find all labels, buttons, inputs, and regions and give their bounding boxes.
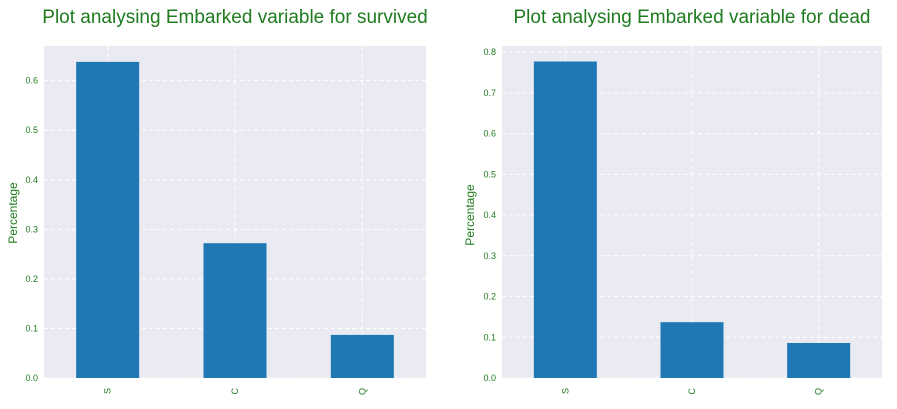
y-tick-label: 0.0 [25, 373, 38, 383]
y-tick-label: 0.1 [25, 323, 38, 333]
x-tick-label: Q [814, 388, 824, 395]
x-tick-label: S [103, 388, 113, 394]
chart-dead: Plot analysing Embarked variable for dea… [463, 7, 882, 395]
y-tick-label: 0.0 [483, 373, 496, 383]
x-tick-label: S [560, 388, 570, 394]
y-tick-label: 0.3 [483, 251, 496, 261]
y-tick-label: 0.5 [25, 125, 38, 135]
x-tick-label: Q [357, 388, 367, 395]
y-tick-label: 0.2 [25, 274, 38, 284]
y-axis-label-survived: Percentage [6, 182, 20, 244]
y-tick-label: 0.4 [25, 175, 38, 185]
bar-c [203, 243, 267, 378]
bar-s [533, 61, 597, 378]
chart-survived: Plot analysing Embarked variable for sur… [6, 7, 428, 395]
bar-q [787, 342, 851, 378]
y-tick-label: 0.8 [483, 47, 496, 57]
x-tick-label: C [230, 388, 240, 395]
y-tick-label: 0.6 [25, 76, 38, 86]
y-tick-label: 0.3 [25, 224, 38, 234]
y-tick-label: 0.6 [483, 129, 496, 139]
chart-title-dead: Plot analysing Embarked variable for dea… [514, 7, 871, 28]
y-axis-label-dead: Percentage [463, 184, 477, 246]
bar-q [330, 334, 394, 378]
chart-title-survived: Plot analysing Embarked variable for sur… [42, 7, 427, 28]
bars-dead [533, 61, 851, 378]
x-tick-label: C [687, 388, 697, 395]
y-ticks-dead: 0.0 0.1 0.2 0.3 0.4 0.5 0.6 0.7 0.8 [483, 47, 496, 383]
y-tick-label: 0.2 [483, 292, 496, 302]
bar-s [76, 61, 140, 378]
y-tick-label: 0.1 [483, 332, 496, 342]
y-tick-label: 0.7 [483, 88, 496, 98]
bar-c [660, 322, 724, 378]
bars-survived [76, 61, 394, 378]
y-tick-label: 0.5 [483, 169, 496, 179]
y-ticks-survived: 0.0 0.1 0.2 0.3 0.4 0.5 0.6 [25, 76, 38, 383]
y-tick-label: 0.4 [483, 210, 496, 220]
